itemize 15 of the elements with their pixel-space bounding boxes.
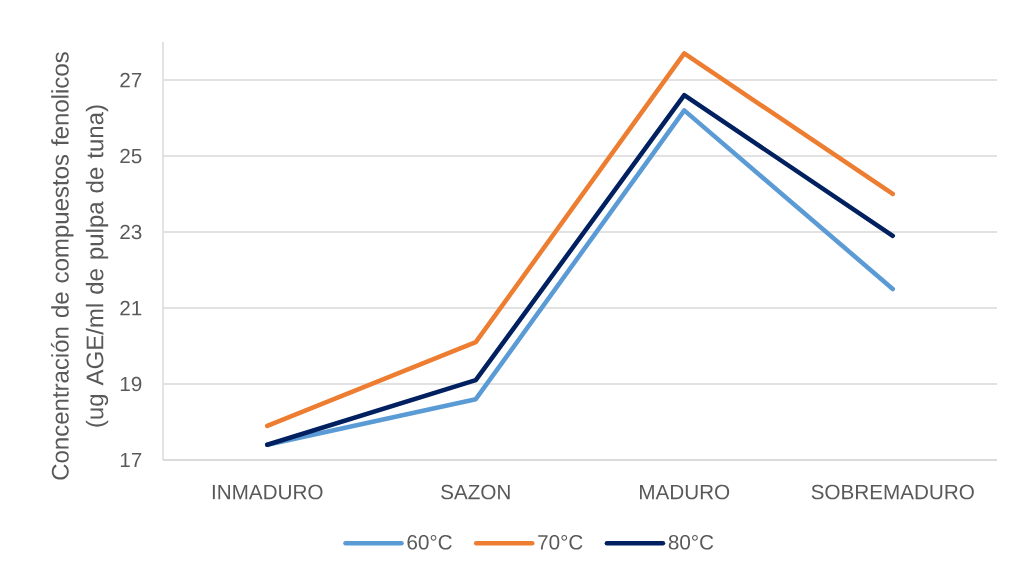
x-tick-label: MADURO xyxy=(640,484,730,500)
line-series xyxy=(264,51,896,429)
legend-label: 70°C xyxy=(538,534,583,550)
y-tick-label: 23 xyxy=(120,224,142,240)
x-tick-label: INMADURO xyxy=(212,484,323,500)
x-tick-label: SAZON xyxy=(441,484,510,500)
y-tick-label: 21 xyxy=(120,300,142,316)
x-tick-label: SOBREMADURO xyxy=(811,484,974,500)
y-tick-label: 27 xyxy=(120,72,142,88)
y-tick-label: 25 xyxy=(120,148,142,164)
y-tick-label: 17 xyxy=(120,452,142,468)
y-tick-label: 19 xyxy=(120,376,142,392)
legend-label: 80°C xyxy=(668,534,714,550)
y-axis-title: Concentración de compuestos fenolicos (ug AGE/ml de pulpa de tuna) xyxy=(50,52,109,480)
legend-label: 60°C xyxy=(407,534,452,550)
